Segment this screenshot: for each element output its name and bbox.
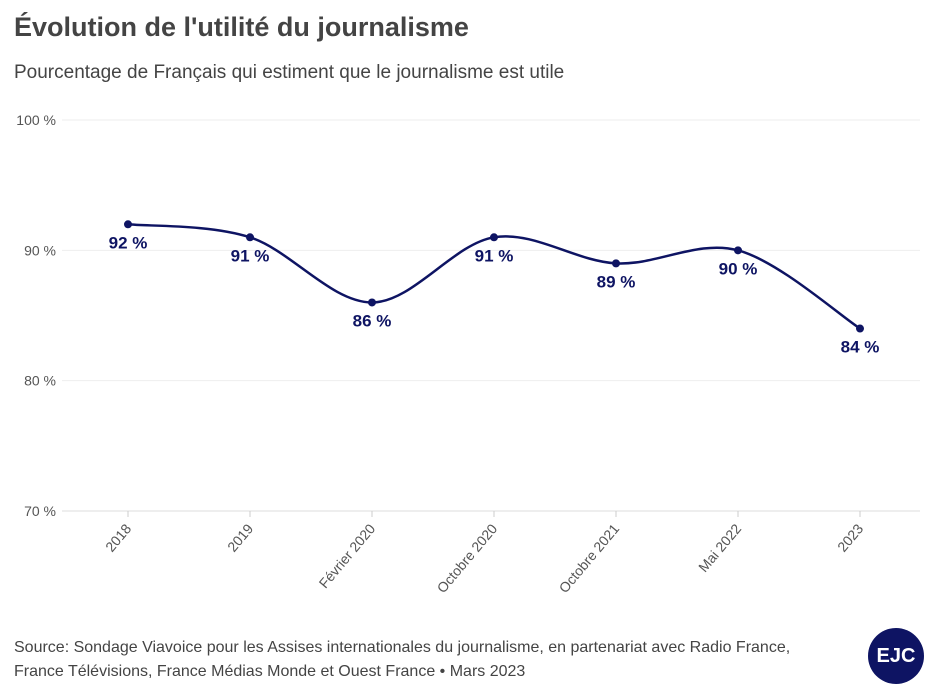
data-label: 91 % (475, 246, 514, 265)
y-tick-label: 80 % (24, 373, 56, 389)
x-tick-label: 2018 (102, 520, 134, 554)
data-point (856, 324, 864, 333)
data-label: 89 % (597, 272, 636, 291)
data-label: 90 % (719, 259, 758, 278)
data-point (124, 220, 132, 229)
data-label: 92 % (109, 233, 148, 252)
data-point (612, 259, 620, 268)
chart-subtitle: Pourcentage de Français qui estiment que… (14, 62, 565, 83)
data-point (490, 233, 498, 242)
data-point (734, 246, 742, 255)
data-label: 84 % (841, 338, 880, 357)
ejc-logo: EJC (868, 628, 924, 684)
x-tick-label: 2019 (224, 520, 256, 554)
source-note: Source: Sondage Viavoice pour les Assise… (14, 639, 791, 680)
chart-title: Évolution de l'utilité du journalisme (14, 12, 469, 42)
x-tick-label: Octobre 2021 (556, 520, 623, 595)
line-chart: 70 % 80 % 90 % 100 % 2018 2019 Février 2020 Oct… (16, 112, 920, 596)
x-tick-label: Mai 2022 (695, 520, 744, 575)
y-tick-label: 100 % (16, 112, 56, 128)
data-point (368, 298, 376, 307)
y-tick-label: 90 % (24, 242, 56, 258)
data-point (246, 233, 254, 242)
x-tick-label: Février 2020 (316, 520, 379, 591)
y-tick-label: 70 % (24, 503, 56, 519)
x-tick-label: Octobre 2020 (434, 520, 501, 595)
x-tick-label: 2023 (834, 520, 866, 554)
data-label: 86 % (353, 311, 392, 330)
data-label: 91 % (231, 246, 270, 265)
